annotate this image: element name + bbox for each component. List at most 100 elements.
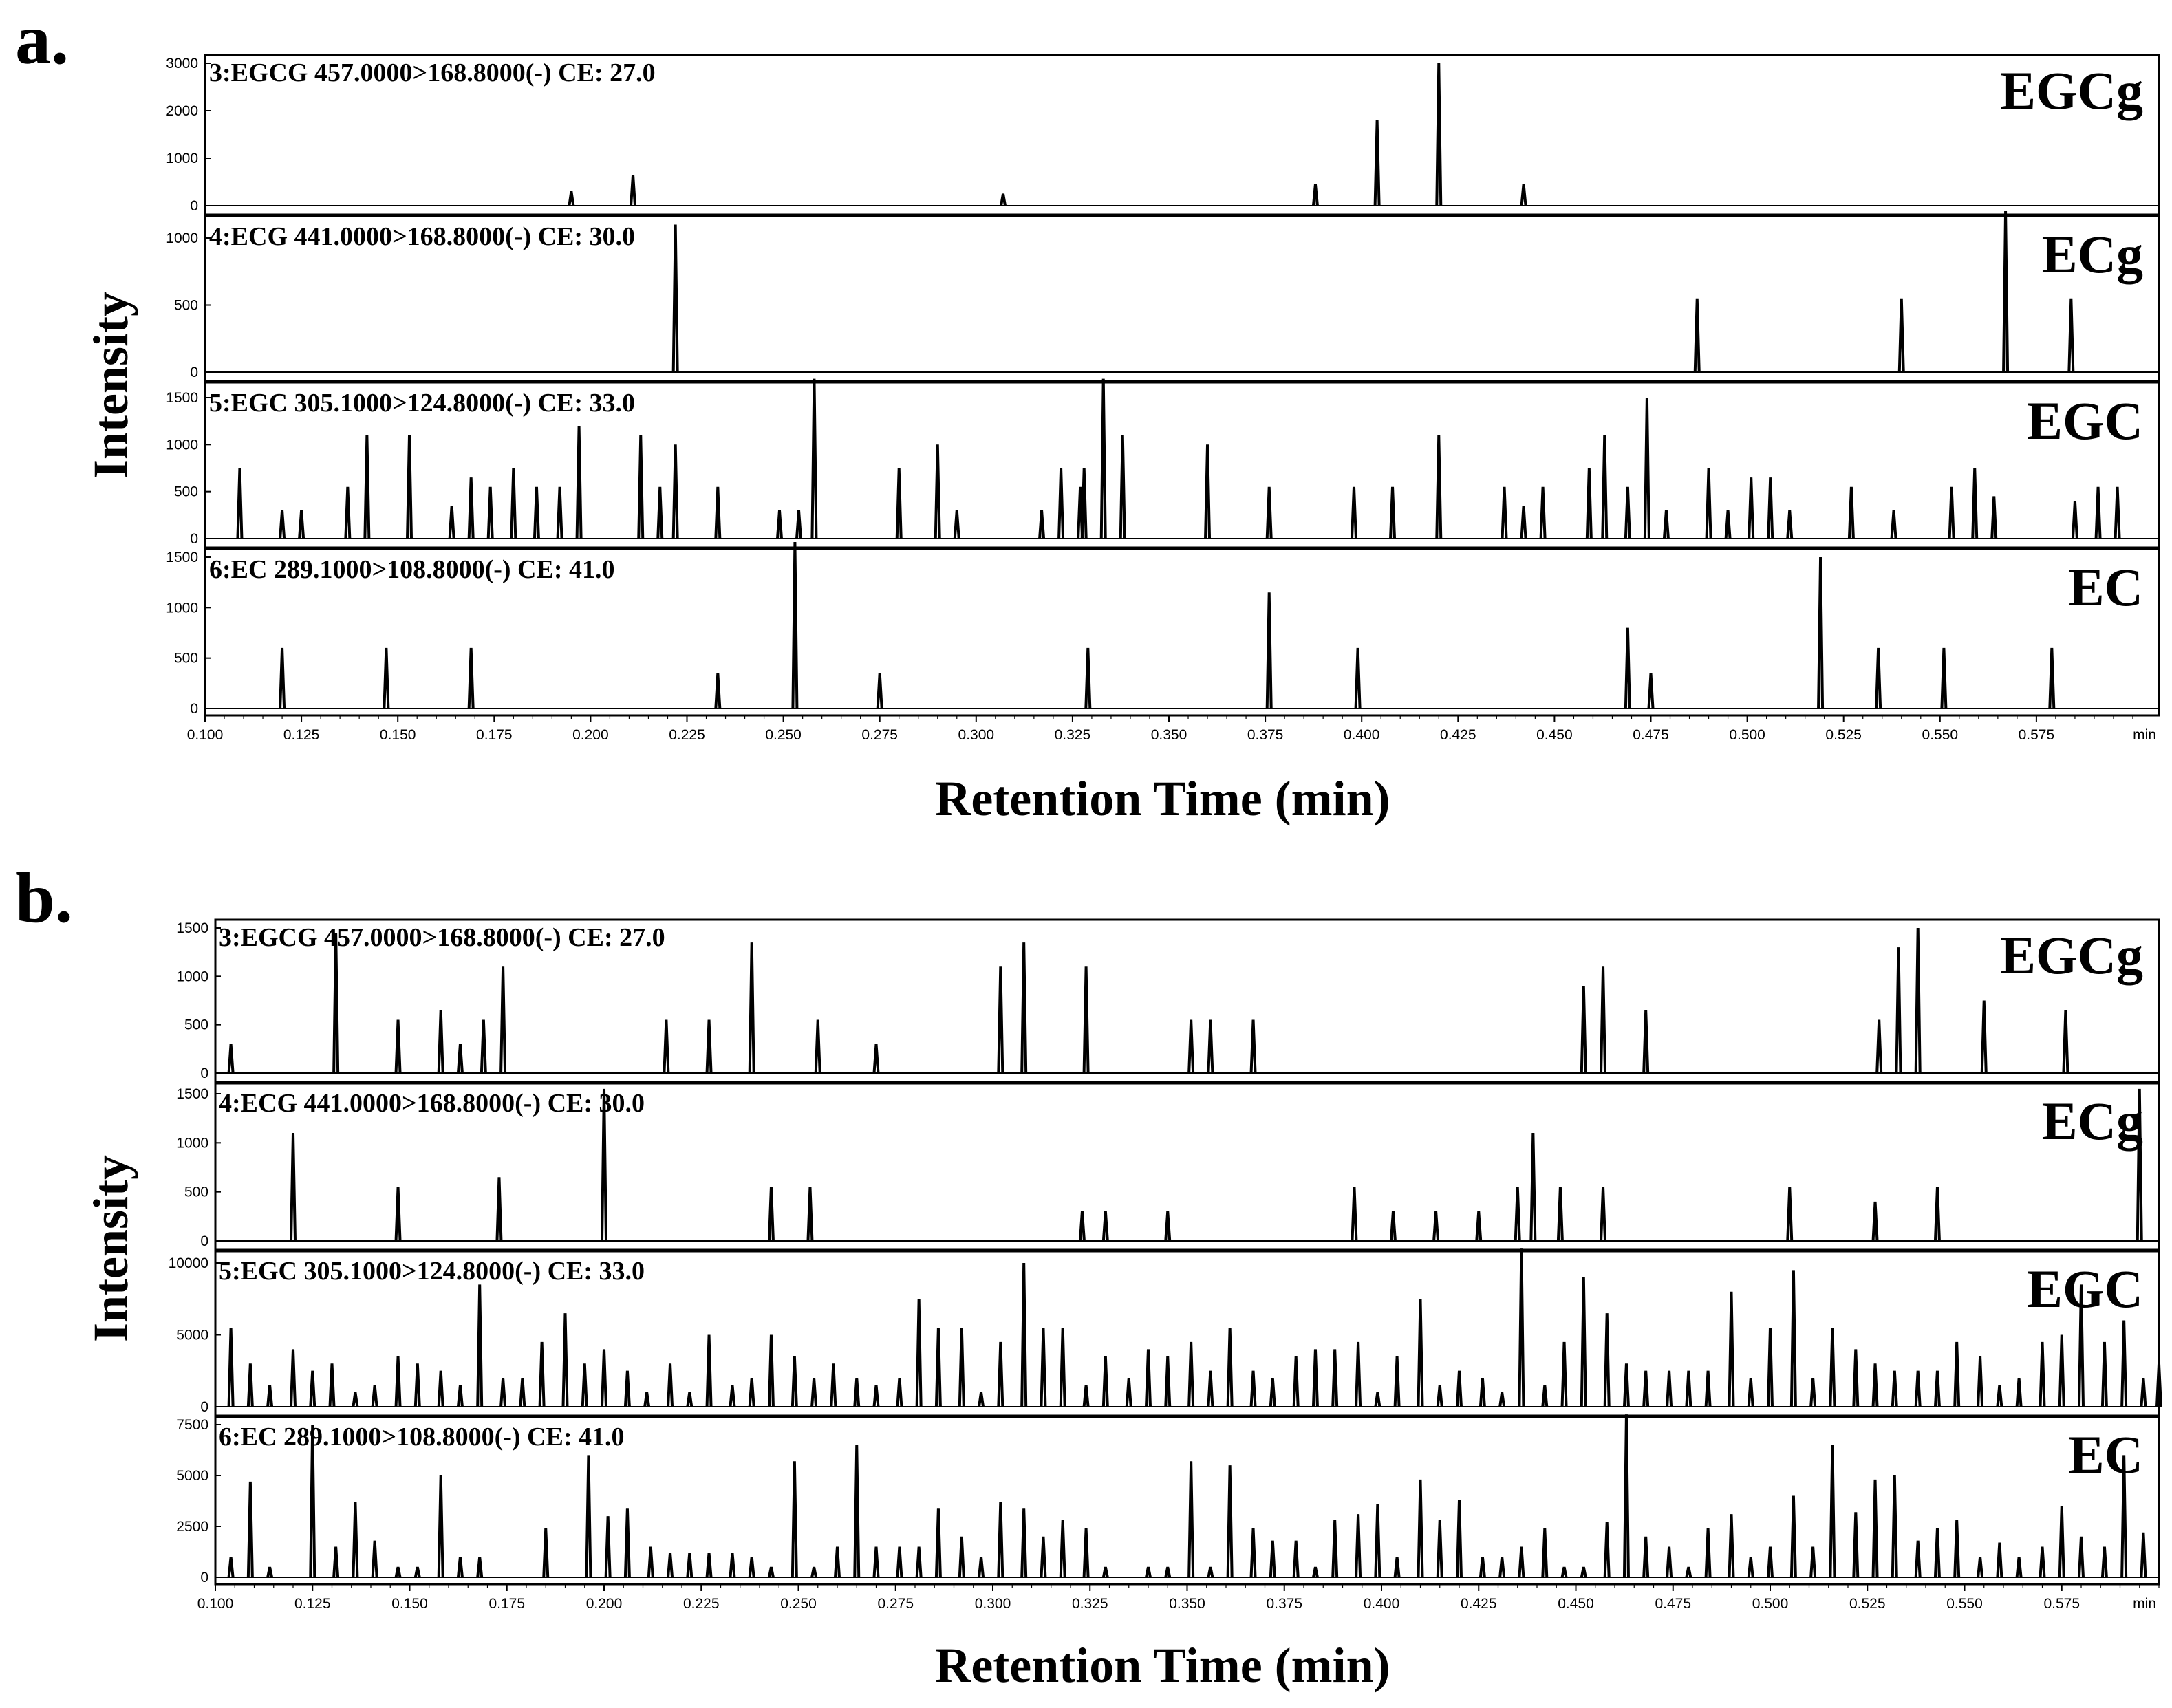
chromatogram-peak bbox=[810, 1566, 818, 1578]
chromatogram-peak bbox=[227, 1327, 235, 1407]
chromatogram-peak bbox=[2140, 1378, 2147, 1407]
y-tick-label: 500 bbox=[184, 1185, 208, 1200]
compound-label: EGC bbox=[2027, 1259, 2143, 1319]
x-tick-label: 0.250 bbox=[780, 1596, 817, 1612]
chromatogram-peak bbox=[585, 1455, 592, 1578]
chromatogram-peak bbox=[714, 673, 722, 709]
chromatogram-peak bbox=[1475, 1211, 1483, 1242]
chromatogram-peak bbox=[896, 1546, 903, 1578]
chromatogram-peak bbox=[1600, 1187, 1607, 1242]
trace-3: 7500 5000 2500 0 6:EC 289.1000>108.8000(-) C… bbox=[176, 1414, 2159, 1586]
chromatogram-peak bbox=[748, 1378, 755, 1407]
chromatogram-peak bbox=[791, 541, 799, 709]
chromatogram-peak bbox=[810, 378, 818, 539]
chromatogram-peak bbox=[1084, 647, 1092, 709]
chromatogram-peak bbox=[1624, 486, 1631, 539]
chromatogram-peak bbox=[1520, 506, 1527, 539]
chromatogram-peak bbox=[2058, 1334, 2065, 1407]
chromatogram-peak bbox=[227, 1044, 235, 1074]
chromatogram-peak bbox=[1704, 1528, 1712, 1578]
chromatogram-peak bbox=[2071, 501, 2078, 539]
y-tick-label: 1000 bbox=[166, 230, 198, 246]
chromatogram-peak bbox=[1373, 120, 1381, 206]
chromatogram-peak bbox=[1038, 510, 1046, 539]
trace-2: 10000 5000 0 5:EGC 305.1000>124.8000(-) CE:… bbox=[169, 1248, 2162, 1418]
chromatogram-peak bbox=[1728, 1514, 1735, 1578]
chromatogram-peak bbox=[1580, 1277, 1587, 1407]
trace-title: 3:EGCG 457.0000>168.8000(-) CE: 27.0 bbox=[219, 923, 665, 952]
chromatogram-peak bbox=[371, 1540, 378, 1578]
x-tick-label: 0.550 bbox=[1922, 727, 1959, 743]
panel-letter: a. bbox=[15, 0, 69, 79]
x-tick-label: 0.325 bbox=[1055, 727, 1091, 743]
chromatogram-peak bbox=[1829, 1327, 1836, 1407]
x-unit-label: min bbox=[2133, 727, 2156, 743]
chromatogram-peak bbox=[795, 510, 803, 539]
chromatogram-peak bbox=[623, 1370, 631, 1407]
chromatogram-peak bbox=[2058, 1506, 2065, 1578]
chromatogram-peak bbox=[1518, 1546, 1525, 1578]
trace-title: 5:EGC 305.1000>124.8000(-) CE: 33.0 bbox=[209, 389, 635, 418]
chromatogram-peak bbox=[1311, 1349, 1319, 1407]
chromatogram-peak bbox=[1456, 1500, 1463, 1578]
chromatogram-peak bbox=[246, 1363, 254, 1407]
chromatogram-peak bbox=[456, 1385, 464, 1407]
chromatogram-peak bbox=[1351, 1187, 1358, 1242]
chromatogram-peak bbox=[1786, 510, 1794, 539]
chromatogram-peak bbox=[1101, 1356, 1109, 1407]
chromatogram-peak bbox=[1603, 1313, 1611, 1407]
compound-label: EGC bbox=[2027, 391, 2143, 451]
chromatogram-peak bbox=[352, 1392, 359, 1407]
chromatogram-peak bbox=[568, 191, 575, 206]
chromatogram-peak bbox=[456, 1044, 464, 1074]
chromatogram-peak bbox=[978, 1392, 985, 1407]
chromatogram-peak bbox=[581, 1363, 588, 1407]
y-tick-label: 0 bbox=[190, 701, 198, 717]
chromatogram-peak bbox=[2136, 1088, 2143, 1242]
chromatogram-peak bbox=[1933, 1528, 1941, 1578]
x-tick-label: 0.375 bbox=[1266, 1596, 1302, 1612]
chromatogram-peak bbox=[556, 486, 563, 539]
chromatogram-peak bbox=[298, 510, 305, 539]
chromatogram-peak bbox=[1187, 1461, 1195, 1578]
chromatogram-peak bbox=[437, 1010, 444, 1074]
chromatogram-peak bbox=[2100, 1341, 2108, 1407]
chromatogram-peak bbox=[1704, 1370, 1712, 1407]
y-tick-label: 0 bbox=[200, 1233, 208, 1249]
chromatogram-peak bbox=[510, 468, 517, 539]
chromatogram-peak bbox=[671, 444, 679, 539]
chromatogram-peak bbox=[643, 1392, 651, 1407]
compound-label: EGCg bbox=[2000, 61, 2143, 120]
chromatogram-peak bbox=[705, 1553, 713, 1578]
chromatogram-peak bbox=[915, 1546, 923, 1578]
chromatogram-peak bbox=[2094, 486, 2102, 539]
chromatogram-peak bbox=[1933, 1370, 1941, 1407]
chromatogram-peak bbox=[437, 1475, 444, 1578]
chromatogram-peak bbox=[266, 1566, 274, 1578]
x-tick-label: 0.175 bbox=[488, 1596, 525, 1612]
chromatogram-peak bbox=[667, 1553, 674, 1578]
chromatogram-peak bbox=[394, 1566, 402, 1578]
chromatogram-peak bbox=[266, 1385, 274, 1407]
chromatogram-peak bbox=[1789, 1495, 1797, 1578]
chromatogram-peak bbox=[1389, 1211, 1397, 1242]
chromatogram-peak bbox=[667, 1363, 674, 1407]
chromatogram-peak bbox=[476, 1557, 484, 1578]
x-tick-label: 0.275 bbox=[861, 727, 898, 743]
chromatogram-peak bbox=[2015, 1378, 2023, 1407]
trace-1: 1500 1000 500 0 4:ECG 441.0000>168.8000(-) C… bbox=[176, 1086, 2159, 1253]
chromatogram-peak bbox=[714, 486, 722, 539]
trace-3: 1500 1000 500 0 6:EC 289.1000>108.8000(-) CE… bbox=[166, 541, 2159, 717]
chromatogram-peak bbox=[1977, 1557, 1984, 1578]
chromatogram-peak bbox=[1642, 1536, 1650, 1578]
trace-2: 1500 1000 500 0 5:EGC 305.1000>124.8000(-) C… bbox=[166, 378, 2159, 550]
chromatogram-peak bbox=[1747, 1557, 1754, 1578]
chromatogram-peak bbox=[2067, 298, 2075, 373]
chromatogram-peak bbox=[1767, 1327, 1774, 1407]
chromatogram-peak bbox=[776, 510, 783, 539]
chromatogram-peak bbox=[332, 1546, 340, 1578]
x-unit-label: min bbox=[2133, 1596, 2156, 1612]
chromatogram-peak bbox=[1852, 1349, 1860, 1407]
x-tick-label: 0.400 bbox=[1364, 1596, 1400, 1612]
chromatogram-peak bbox=[1417, 1299, 1424, 1407]
